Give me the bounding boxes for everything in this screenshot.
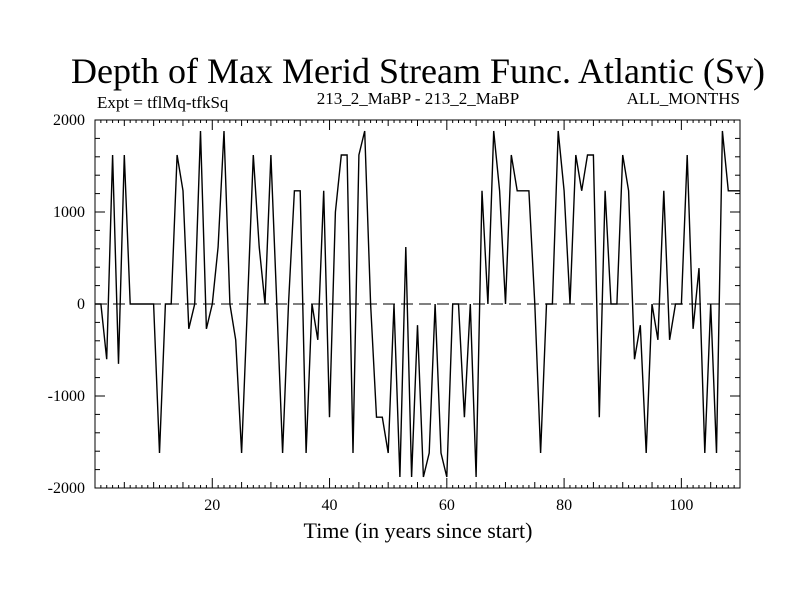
subtitle-run: 213_2_MaBP - 213_2_MaBP: [317, 89, 519, 108]
subtitle-experiment: Expt = tflMq-tfkSq: [97, 93, 229, 112]
subtitle-months: ALL_MONTHS: [627, 89, 740, 108]
x-tick-label: 60: [439, 497, 455, 514]
x-tick-label: 20: [204, 497, 220, 514]
y-tick-label: -2000: [48, 480, 85, 497]
axis-ticks: [95, 120, 740, 488]
x-tick-label: 40: [322, 497, 338, 514]
axis-tick-labels: 20 40 60 80 100 2000 1000 0 -1000 -2000: [48, 112, 694, 514]
x-tick-label: 80: [556, 497, 572, 514]
y-tick-label: 2000: [53, 112, 85, 129]
x-axis-label: Time (in years since start): [304, 518, 533, 543]
x-tick-label: 100: [669, 497, 693, 514]
series-line: [95, 130, 740, 478]
y-tick-label: 0: [77, 296, 85, 313]
y-tick-label: -1000: [48, 388, 85, 405]
chart-title: Depth of Max Merid Stream Func. Atlantic…: [71, 51, 765, 91]
y-tick-label: 1000: [53, 204, 85, 221]
